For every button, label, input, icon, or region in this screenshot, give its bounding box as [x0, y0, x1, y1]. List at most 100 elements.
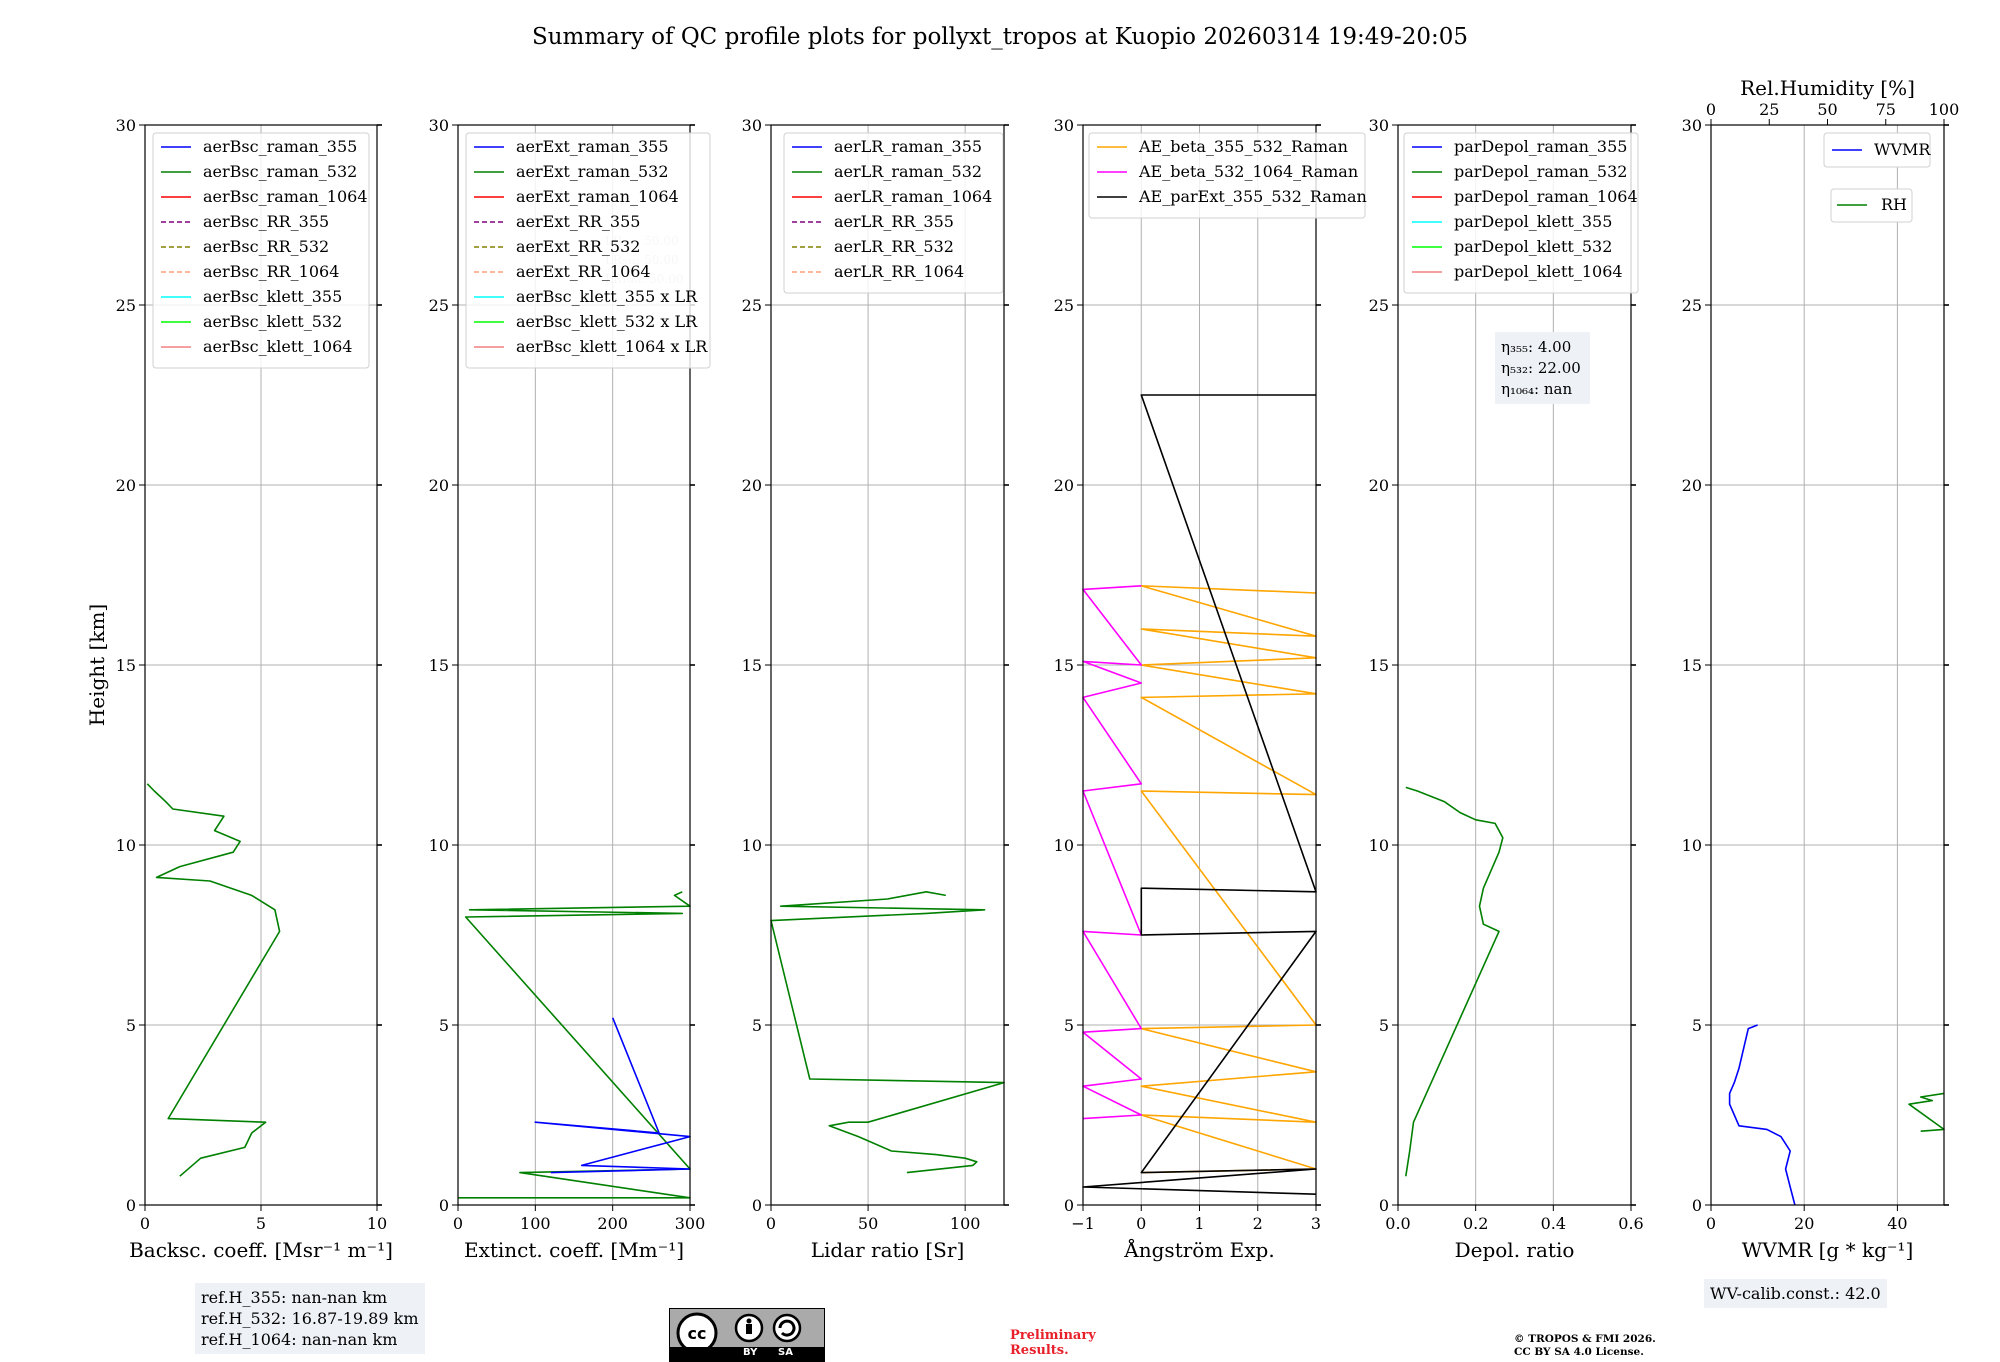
panel-bsc: 0 5 10 15 20 25 30 0 5 10 Backsc. coeff. [Msr⁻¹ m⁻… — [85, 116, 393, 1262]
copyright-line-1: © TROPOS & FMI 2026. — [1514, 1333, 1656, 1345]
ytick-label: 20 — [742, 476, 762, 495]
preliminary-results-note: Preliminary Results. — [1010, 1328, 1096, 1358]
xtick-label: −1 — [1071, 1214, 1095, 1233]
ytick-label: 15 — [742, 656, 762, 675]
legend-entry: aerExt_RR_1064 — [516, 262, 651, 281]
ytick-label: 30 — [1054, 116, 1074, 135]
x-axis-label: WVMR [g * kg⁻¹] — [1742, 1238, 1914, 1262]
legend-entry: aerBsc_klett_532 — [203, 312, 342, 331]
legend-entry: aerBsc_RR_355 — [203, 212, 329, 231]
ytick-label: 25 — [116, 296, 136, 315]
series-WVMR — [1728, 1024, 1796, 1206]
series-aerBsc_raman_532 — [146, 783, 281, 1177]
xtick-label: 0 — [766, 1214, 776, 1233]
legend-entry: AE_beta_532_1064_Raman — [1138, 162, 1358, 181]
sa-share-icon — [772, 1313, 802, 1343]
top-xtick-label: 50 — [1817, 100, 1837, 119]
series-AE_parExt_355_532_Raman — [1082, 394, 1317, 1195]
ytick-label: 25 — [742, 296, 762, 315]
xtick-label: 2 — [1253, 1214, 1263, 1233]
ytick-label: 25 — [1054, 296, 1074, 315]
cc-badge-footer: BY SA — [670, 1347, 824, 1361]
legend-entry: aerBsc_RR_1064 — [203, 262, 339, 281]
legend-entry: aerBsc_klett_1064 — [203, 337, 352, 356]
series-parDepol_raman_532 — [1405, 786, 1504, 1177]
xtick-label: 5 — [256, 1214, 266, 1233]
xtick-label: 50 — [858, 1214, 878, 1233]
xtick-label: 3 — [1311, 1214, 1321, 1233]
ref-height-1064: ref.H_1064: nan-nan km — [201, 1330, 398, 1349]
xtick-label: 0 — [1706, 1214, 1716, 1233]
legend: parDepol_raman_355 parDepol_raman_532 parD… — [1403, 132, 1639, 294]
legend-entry: aerLR_RR_355 — [834, 212, 954, 231]
legend-wvmr-box — [1823, 132, 1931, 168]
legend-entry: parDepol_klett_355 — [1454, 212, 1612, 231]
cc-sa-label: SA — [778, 1347, 793, 1358]
ytick-label: 30 — [429, 116, 449, 135]
ytick-label: 20 — [1369, 476, 1389, 495]
legend-entry: AE_beta_355_532_Raman — [1138, 137, 1348, 156]
legend-box — [1403, 132, 1639, 294]
panel-depol: 0 5 10 15 20 25 30 0.0 0.2 0.4 0.6 Depol. ratio parD… — [1369, 116, 1644, 1262]
series-RH — [1908, 1092, 1945, 1132]
ytick-label: 15 — [429, 656, 449, 675]
copyright-note: © TROPOS & FMI 2026. CC BY SA 4.0 Licens… — [1514, 1333, 1656, 1359]
xtick-label: 0.2 — [1463, 1214, 1488, 1233]
eta-box — [1495, 332, 1590, 404]
preliminary-line-2: Results. — [1010, 1343, 1069, 1358]
ytick-label: 0 — [439, 1196, 449, 1215]
legend-entry: aerBsc_raman_1064 — [203, 187, 368, 206]
ytick-label: 10 — [116, 836, 136, 855]
ref-height-355: ref.H_355: nan-nan km — [201, 1288, 388, 1307]
xtick-label: 20 — [1794, 1214, 1814, 1233]
ytick-label: 15 — [1369, 656, 1389, 675]
legend-entry: parDepol_klett_532 — [1454, 237, 1612, 256]
legend-entry: aerBsc_raman_355 — [203, 137, 357, 156]
legend-box — [152, 132, 370, 369]
x-axis-label: Extinct. coeff. [Mm⁻¹] — [464, 1238, 684, 1262]
top-xtick-label: 75 — [1876, 100, 1896, 119]
cc-logo-text: cc — [688, 1324, 707, 1343]
ytick-label: 0 — [1692, 1196, 1702, 1215]
ytick-label: 10 — [429, 836, 449, 855]
eta-value: η₁₀₆₄: nan — [1501, 380, 1572, 398]
xtick-label: 0 — [1136, 1214, 1146, 1233]
top-xtick-label: 25 — [1759, 100, 1779, 119]
legend-wvmr-entry: WVMR — [1874, 140, 1931, 159]
legend-entry: AE_parExt_355_532_Raman — [1138, 187, 1367, 206]
xtick-label: 0 — [140, 1214, 150, 1233]
ytick-label: 20 — [1682, 476, 1702, 495]
legend-rh-entry: RH — [1881, 195, 1907, 214]
top-xtick-label: 100 — [1929, 100, 1960, 119]
ytick-label: 5 — [1379, 1016, 1389, 1035]
ytick-label: 5 — [126, 1016, 136, 1035]
xtick-label: 0.0 — [1385, 1214, 1410, 1233]
legend-entry: aerLR_RR_1064 — [834, 262, 964, 281]
legend-entry: aerExt_raman_1064 — [516, 187, 679, 206]
series-AE_beta_532_1064_Raman — [1082, 585, 1143, 1120]
ytick-label: 30 — [1682, 116, 1702, 135]
ytick-label: 0 — [1379, 1196, 1389, 1215]
legend-entry: aerBsc_klett_1064 x LR — [516, 337, 708, 356]
copyright-line-2: CC BY SA 4.0 License. — [1514, 1346, 1644, 1358]
legend-entry: aerBsc_klett_355 x LR — [516, 287, 698, 306]
xtick-label: 0.4 — [1541, 1214, 1566, 1233]
y-axis-label: Height [km] — [85, 604, 109, 726]
suptitle: Summary of QC profile plots for pollyxt_… — [532, 24, 1468, 50]
top-xtick-label: 0 — [1706, 100, 1716, 119]
legend: AE_beta_355_532_Raman AE_beta_532_1064_Ra… — [1088, 132, 1367, 219]
eta-value: η₅₃₂: 22.00 — [1501, 359, 1581, 377]
x-axis-label: Lidar ratio [Sr] — [811, 1238, 965, 1262]
xtick-label: 1 — [1194, 1214, 1204, 1233]
xtick-label: 0.6 — [1618, 1214, 1643, 1233]
panel-lr: 0 5 10 15 20 25 30 0 50 100 Lidar ratio [Sr] aerLR_… — [742, 116, 1009, 1262]
ytick-label: 10 — [1682, 836, 1702, 855]
ytick-label: 30 — [742, 116, 762, 135]
xtick-label: 40 — [1887, 1214, 1907, 1233]
series-aerExt_raman_532 — [458, 891, 691, 1199]
legend: aerBsc_raman_355 aerBsc_raman_532 aerBsc_r… — [152, 132, 370, 369]
legend-entry: parDepol_raman_532 — [1454, 162, 1627, 181]
xtick-label: 10 — [367, 1214, 387, 1233]
